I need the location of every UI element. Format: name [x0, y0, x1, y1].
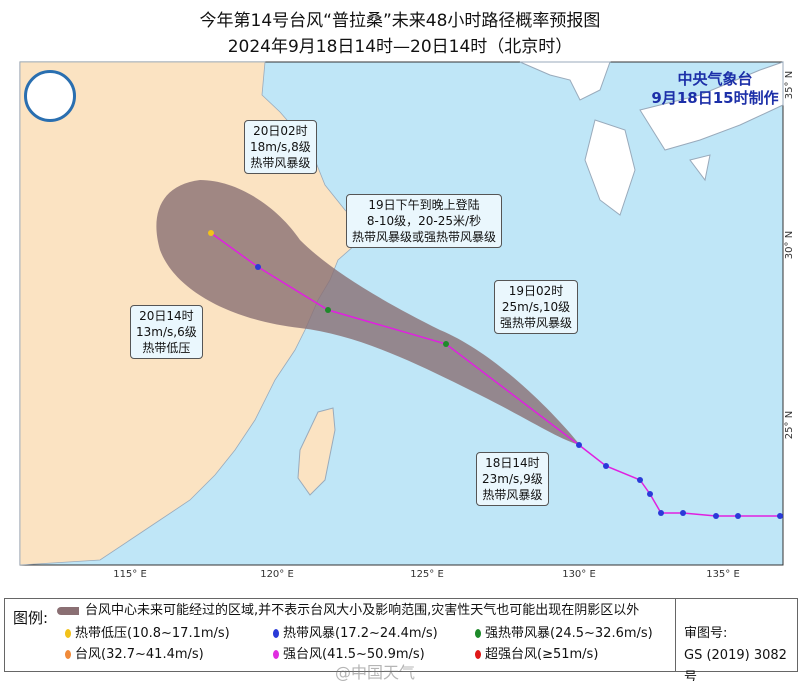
annotation-20d02: 20日02时 18m/s,8级 热带风暴级	[244, 120, 317, 174]
track-point	[658, 510, 664, 516]
track-point	[637, 477, 643, 483]
lat-label: 30° N	[784, 231, 795, 259]
map-subtitle: 2024年9月18日14时—20日14时（北京时）	[227, 37, 573, 57]
legend-cone: 台风中心未来可能经过的区域,并不表示台风大小及影响范围,灾害性天气也可能出现在阴…	[57, 603, 639, 619]
track-point	[576, 442, 582, 448]
map-canvas: 115° E 120° E 125° E 130° E 135° E 35° N 30° N…	[19, 61, 795, 580]
taiwan-island	[297, 407, 336, 496]
annotation-wind: 8-10级，20-25米/秒	[366, 214, 482, 228]
typhoon-symbol-icon	[475, 650, 481, 659]
legend-item: 热带低压(10.8~17.1m/s)	[65, 626, 230, 642]
typhoon-symbol-icon	[273, 650, 279, 659]
issue-time: 9月18日15时制作	[651, 89, 779, 107]
cone-swatch	[57, 606, 79, 615]
annotation-18d14: 18日14时 23m/s,9级 热带风暴级	[476, 452, 549, 506]
axis-labels: 115° E 120° E 125° E 130° E 135° E 35° N 30° N…	[113, 71, 795, 580]
watermark: @中国天气	[335, 663, 416, 681]
annotation-time: 19日02时	[508, 284, 564, 298]
legend-item-label: 强台风(41.5~50.9m/s)	[283, 647, 425, 662]
annotation-level: 强热带风暴级	[500, 316, 573, 330]
track-point	[713, 513, 719, 519]
lon-label: 120° E	[260, 569, 294, 580]
legend-item-label: 热带低压(10.8~17.1m/s)	[75, 626, 230, 641]
track-point	[777, 513, 783, 519]
annotation-level: 热带风暴级	[482, 488, 543, 502]
lon-label: 115° E	[113, 569, 147, 580]
approval-label: 审图号:	[684, 626, 728, 641]
track-point	[443, 341, 449, 347]
typhoon-symbol-icon	[65, 650, 71, 659]
track-point	[325, 307, 331, 313]
typhoon-symbol-icon	[475, 629, 481, 638]
track-point	[255, 264, 261, 270]
legend-item: 强台风(41.5~50.9m/s)	[273, 647, 425, 663]
legend-item: 强热带风暴(24.5~32.6m/s)	[475, 626, 653, 642]
track-point	[680, 510, 686, 516]
annotation-time: 20日14时	[139, 309, 194, 323]
annotation-level: 热带风暴级或强热带风暴级	[352, 230, 497, 244]
legend-item: 超强台风(≥51m/s)	[475, 647, 598, 663]
annotation-level: 热带低压	[142, 341, 191, 355]
korea-japan	[519, 61, 784, 216]
legend-label: 图例:	[13, 609, 49, 627]
annotation-wind: 25m/s,10级	[501, 300, 571, 314]
lat-label: 35° N	[784, 71, 795, 99]
annotation-time: 19日下午到晚上登陆	[368, 198, 480, 212]
approval-box: 审图号: GS (2019) 3082号	[675, 599, 797, 681]
map-title: 今年第14号台风“普拉桑”未来48小时路径概率预报图	[199, 11, 601, 31]
typhoon-track	[208, 230, 783, 519]
lon-label: 125° E	[410, 569, 444, 580]
legend-item-label: 热带风暴(17.2~24.4m/s)	[283, 626, 438, 641]
legend-item-label: 强热带风暴(24.5~32.6m/s)	[485, 626, 653, 641]
track-point	[208, 230, 214, 236]
lon-label: 135° E	[706, 569, 740, 580]
legend-item: 台风(32.7~41.4m/s)	[65, 647, 204, 663]
typhoon-symbol-icon	[273, 629, 279, 638]
annotation-wind: 18m/s,8级	[250, 140, 311, 154]
approval-number: GS (2019) 3082号	[684, 648, 787, 681]
legend-item-label: 超强台风(≥51m/s)	[485, 647, 599, 662]
agency-stamp: 中央气象台 9月18日15时制作	[640, 70, 790, 108]
lat-label: 25° N	[784, 411, 795, 439]
legend-item-label: 台风(32.7~41.4m/s)	[75, 647, 204, 662]
annotation-wind: 23m/s,9级	[482, 472, 543, 486]
legend-cone-text: 台风中心未来可能经过的区域,并不表示台风大小及影响范围,灾害性天气也可能出现在阴…	[85, 603, 640, 618]
annotation-wind: 13m/s,6级	[136, 325, 197, 339]
typhoon-symbol-icon	[65, 629, 71, 638]
annotation-level: 热带风暴级	[250, 156, 311, 170]
cma-logo	[24, 70, 76, 122]
forecast-cone	[156, 180, 581, 445]
track-point	[647, 491, 653, 497]
agency-name: 中央气象台	[677, 70, 753, 88]
lon-label: 130° E	[562, 569, 596, 580]
annotation-time: 20日02时	[253, 124, 308, 138]
annotation-19d02: 19日02时 25m/s,10级 强热带风暴级	[494, 280, 579, 334]
annotation-20d14: 20日14时 13m/s,6级 热带低压	[130, 305, 203, 359]
annotation-time: 18日14时	[485, 456, 540, 470]
legend-item: 热带风暴(17.2~24.4m/s)	[273, 626, 438, 642]
annotation-landfall: 19日下午到晚上登陆 8-10级，20-25米/秒热带风暴级或强热带风暴级	[346, 194, 503, 248]
track-point	[735, 513, 741, 519]
legend: 图例: 台风中心未来可能经过的区域,并不表示台风大小及影响范围,灾害性天气也可能…	[4, 598, 798, 681]
track-point	[603, 463, 609, 469]
